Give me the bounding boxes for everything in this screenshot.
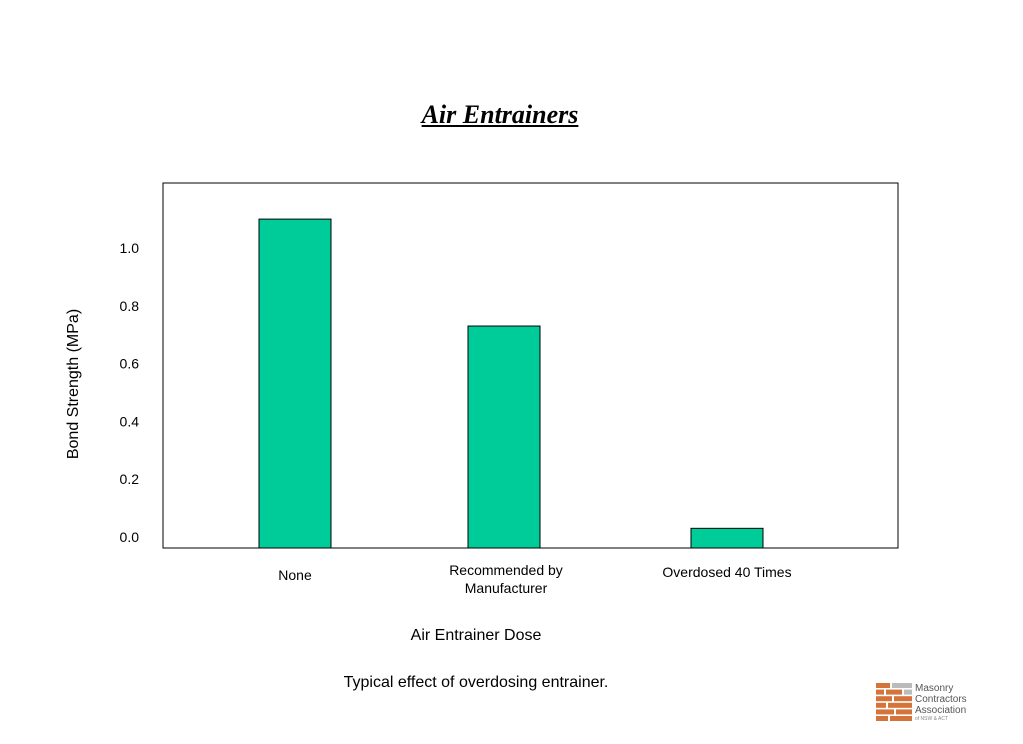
logo-line: Masonry <box>915 683 954 694</box>
logo-brick <box>876 702 886 708</box>
x-tick-label: None <box>278 567 312 583</box>
logo-brick <box>886 689 902 695</box>
x-tick-label: Overdosed 40 Times <box>662 564 791 580</box>
logo-line: Contractors <box>915 694 967 705</box>
logo-brick <box>876 696 892 702</box>
logo-brick <box>876 716 888 721</box>
y-tick-label: 0.6 <box>120 356 140 372</box>
logo-brick <box>876 683 890 688</box>
x-tick-label: Recommended by Manufacturer <box>449 562 563 596</box>
logo-text: Masonry Contractors Association <box>915 683 967 716</box>
bar <box>258 218 332 549</box>
y-axis-label: Bond Strength (MPa) <box>65 308 82 460</box>
logo-brick <box>892 683 912 688</box>
logo-brick <box>876 689 884 695</box>
y-tick-label: 0.0 <box>120 529 140 545</box>
y-tick-label: 0.4 <box>120 413 140 429</box>
x-axis-label: Air Entrainer Dose <box>410 627 542 644</box>
logo-brick <box>894 696 912 702</box>
association-logo: Masonry Contractors Association of NSW &… <box>876 683 986 725</box>
logo-brick <box>904 689 912 695</box>
logo-subtext: of NSW & ACT <box>915 716 949 722</box>
caption: Typical effect of overdosing entrainer. <box>343 674 609 691</box>
bar <box>467 325 541 549</box>
brick-logo-icon <box>876 683 912 721</box>
y-tick-label: 0.8 <box>120 298 140 314</box>
y-tick-label: 0.2 <box>120 471 140 487</box>
bar <box>690 527 764 549</box>
logo-line: Association <box>915 705 967 716</box>
logo-brick <box>896 709 912 715</box>
logo-brick <box>876 709 894 715</box>
chart-title: Air Entrainers <box>421 100 579 129</box>
bar-chart: 0.0 0.2 0.4 0.6 0.8 1.0 None Recommended by Manu… <box>120 182 899 596</box>
logo-brick <box>890 716 912 721</box>
y-tick-label: 1.0 <box>120 240 140 256</box>
logo-brick <box>888 702 912 708</box>
